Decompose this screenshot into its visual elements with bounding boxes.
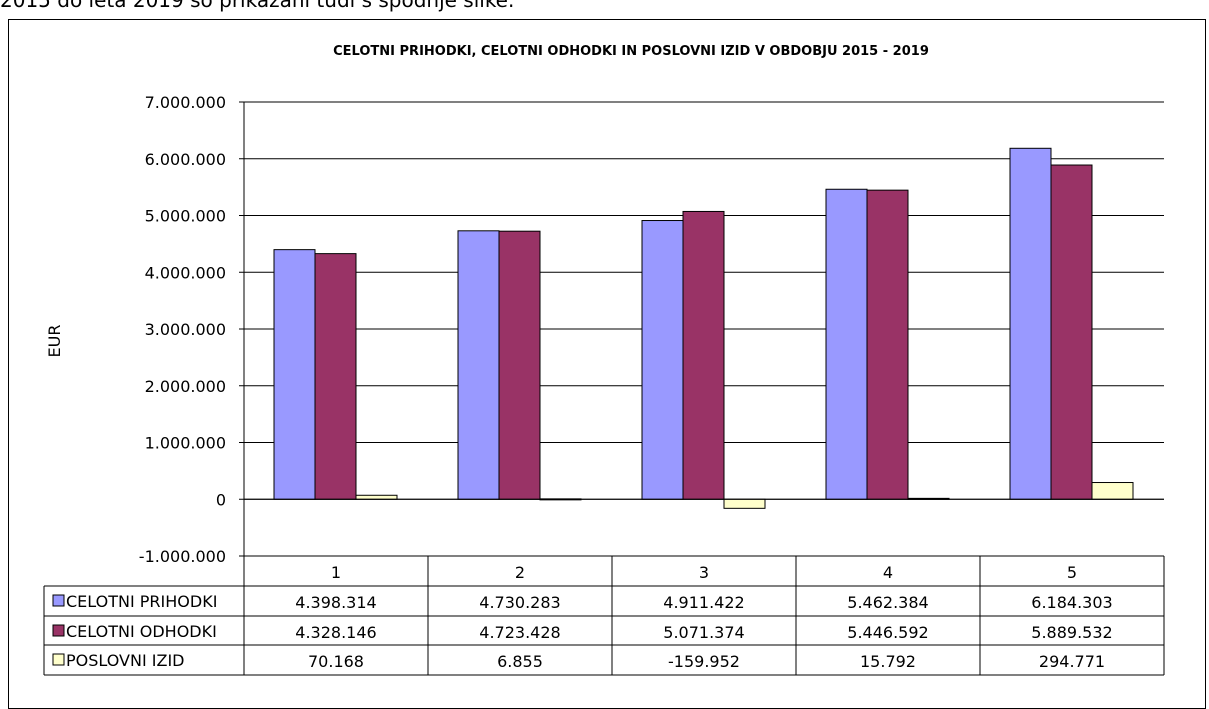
y-tick-label: 0	[216, 490, 226, 509]
chart-title: CELOTNI PRIHODKI, CELOTNI ODHODKI IN POS…	[333, 44, 929, 59]
bar	[457, 230, 500, 500]
chart-frame	[8, 19, 1206, 709]
bars	[273, 147, 1134, 509]
x-tick-label: 5	[1067, 563, 1077, 582]
bar	[355, 494, 398, 500]
intro-text: 2015 do leta 2019 so prikazani tudi s sp…	[0, 0, 515, 12]
data-label: 6.184.303	[1031, 593, 1112, 612]
y-tick-label: 5.000.000	[145, 207, 226, 226]
axes	[239, 101, 1164, 557]
y-tick-label: 1.000.000	[145, 434, 226, 453]
y-tick-label: 3.000.000	[145, 320, 226, 339]
bar	[1050, 164, 1093, 500]
bar	[866, 189, 909, 500]
data-label: 294.771	[1039, 652, 1105, 671]
y-tick-label: 6.000.000	[145, 150, 226, 169]
bar	[273, 249, 316, 500]
y-tick-labels: 7.000.000 6.000.000 5.000.000 4.000.000 3.00…	[139, 93, 226, 566]
legend-swatch	[52, 624, 65, 637]
legend-label: CELOTNI ODHODKI	[66, 622, 217, 641]
legend-label: POSLOVNI IZID	[66, 651, 185, 670]
data-label: 6.855	[497, 652, 543, 671]
legend-swatch	[52, 653, 65, 666]
bar	[1091, 482, 1134, 500]
x-tick-label: 3	[699, 563, 709, 582]
y-axis-label: EUR	[45, 325, 64, 358]
x-tick-label: 2	[515, 563, 525, 582]
bar	[723, 498, 766, 509]
data-label: 4.398.314	[295, 593, 376, 612]
bar	[641, 220, 684, 500]
y-tick-label: 7.000.000	[145, 93, 226, 112]
data-label: 4.911.422	[663, 593, 744, 612]
data-label: 4.328.146	[295, 623, 376, 642]
bar	[682, 210, 725, 500]
legend-label: CELOTNI PRIHODKI	[66, 592, 217, 611]
bar	[1009, 147, 1052, 500]
legend-swatch	[52, 594, 65, 607]
y-tick-label: -1.000.000	[139, 547, 226, 566]
data-label: 5.462.384	[847, 593, 928, 612]
y-tick-label: 2.000.000	[145, 377, 226, 396]
data-label: 5.889.532	[1031, 623, 1112, 642]
y-tick-label: 4.000.000	[145, 263, 226, 282]
bar	[498, 230, 541, 500]
data-label: 15.792	[860, 652, 916, 671]
x-tick-label: 1	[331, 563, 341, 582]
data-table: 1 2 3 4 5 CELOTNI PRIHODKI 4.398.314 4.730.283 4…	[43, 555, 1165, 676]
data-label: 5.071.374	[663, 623, 744, 642]
data-label: 5.446.592	[847, 623, 928, 642]
bar	[314, 253, 357, 500]
data-label: 4.723.428	[479, 623, 560, 642]
data-label: 4.730.283	[479, 593, 560, 612]
bar	[825, 188, 868, 500]
data-label: 70.168	[308, 652, 364, 671]
x-tick-label: 4	[883, 563, 893, 582]
data-label: -159.952	[668, 652, 740, 671]
